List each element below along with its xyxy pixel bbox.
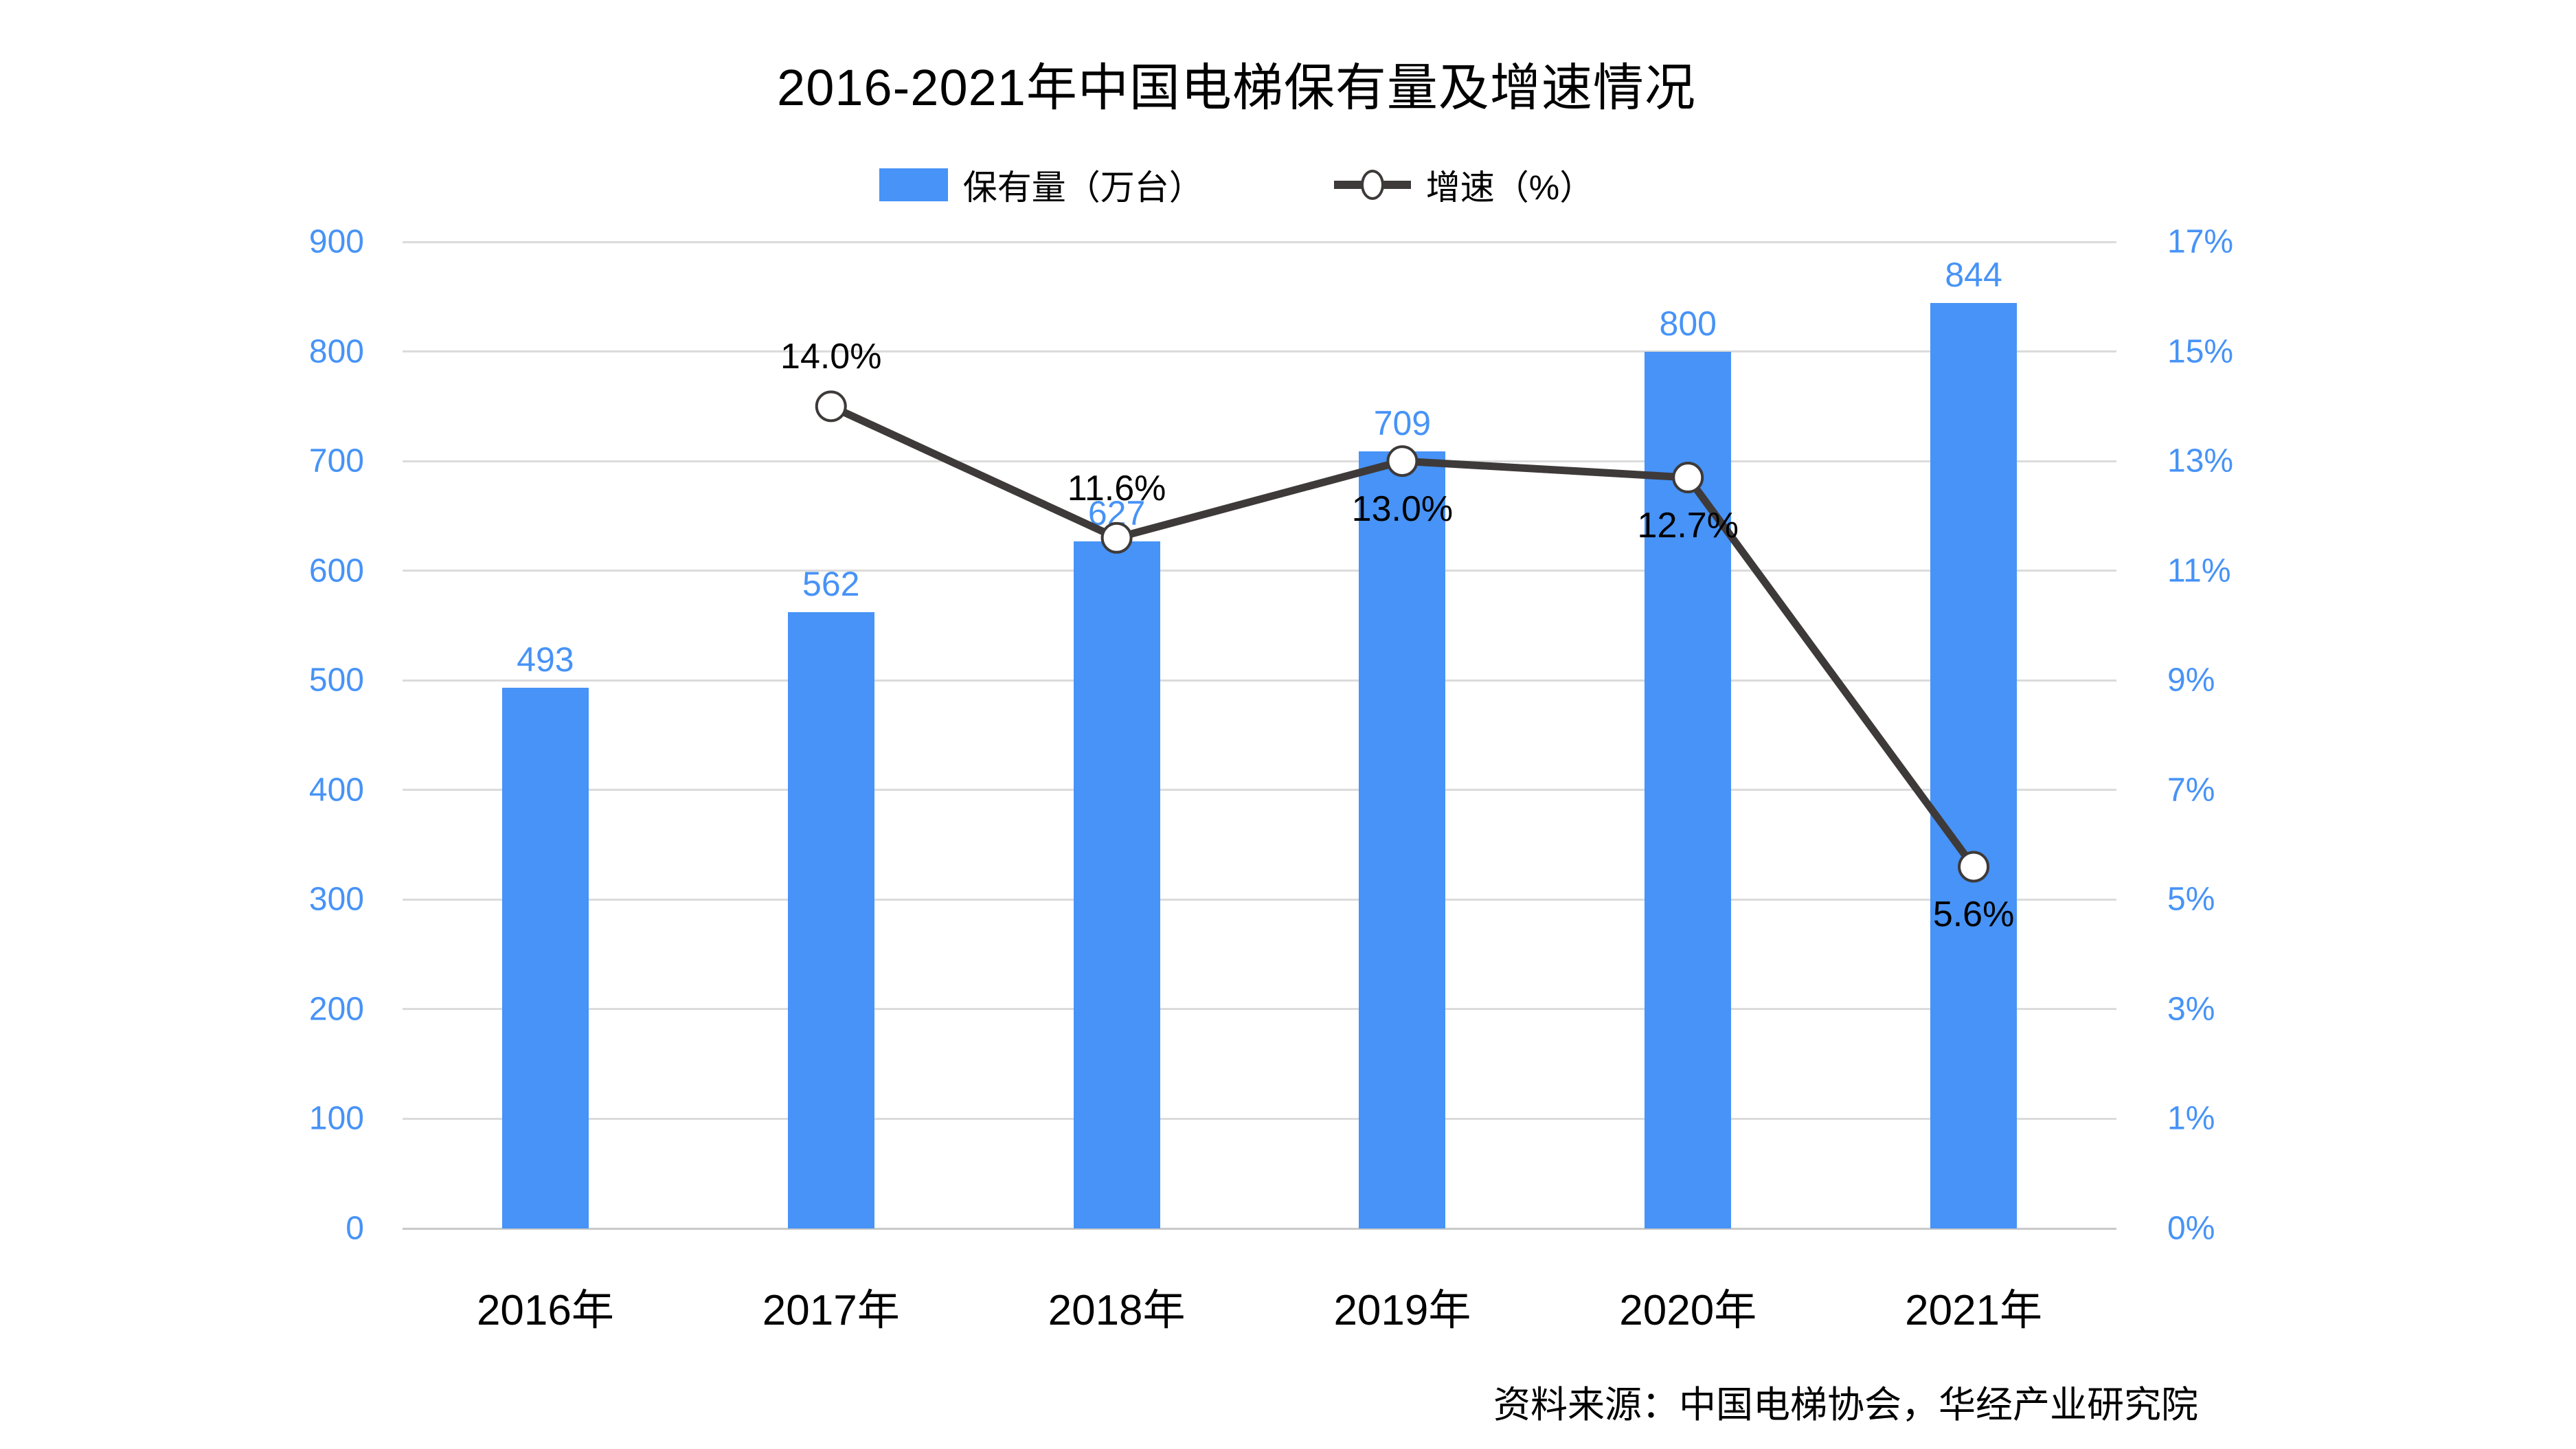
left-axis-tick-400: 400 bbox=[308, 772, 364, 809]
x-axis: 2016年 2017年 2018年 2019年 2020年 2021年 bbox=[403, 1275, 2116, 1337]
bar-2017 bbox=[787, 612, 874, 1228]
gridline-0 bbox=[403, 1227, 2116, 1230]
gridline-100 bbox=[403, 1117, 2116, 1120]
bar-2021 bbox=[1930, 303, 2018, 1228]
right-axis: 0% 1% 3% 5% 7% 9% 11% 13% 15% 17% bbox=[2167, 224, 2552, 1247]
left-axis-tick-200: 200 bbox=[308, 991, 364, 1028]
legend-item-holdings: 保有量（万台） bbox=[879, 160, 1204, 210]
line-point-label-2021: 5.6% bbox=[1932, 895, 2015, 935]
left-axis-tick-900: 900 bbox=[308, 223, 364, 260]
right-axis-tick-13%: 13% bbox=[2167, 442, 2234, 480]
line-marker-2021 bbox=[1958, 851, 1990, 883]
x-axis-label-2017: 2017年 bbox=[762, 1287, 900, 1334]
x-axis-label-2021: 2021年 bbox=[1905, 1287, 2043, 1334]
source-note: 资料来源：中国电梯协会，华经产业研究院 bbox=[1493, 1384, 2198, 1426]
bar-2019 bbox=[1359, 451, 1446, 1228]
right-axis-tick-1%: 1% bbox=[2167, 1100, 2215, 1137]
legend: 保有量（万台） 增速（%） bbox=[343, 161, 2129, 209]
bar-2018 bbox=[1073, 541, 1160, 1228]
right-axis-tick-0%: 0% bbox=[2167, 1210, 2215, 1247]
line-point-label-2017: 14.0% bbox=[780, 337, 882, 377]
chart-title: 2016-2021年中国电梯保有量及增速情况 bbox=[777, 59, 1696, 116]
right-axis-tick-11%: 11% bbox=[2167, 552, 2231, 589]
gridline-500 bbox=[403, 679, 2116, 682]
right-axis-tick-17%: 17% bbox=[2167, 223, 2234, 260]
left-axis-tick-600: 600 bbox=[308, 552, 364, 589]
left-axis-tick-300: 300 bbox=[308, 881, 364, 918]
bar-label-2019: 709 bbox=[1373, 403, 1432, 442]
bar-swatch-icon bbox=[879, 168, 948, 201]
legend-label-growth: 增速（%） bbox=[1425, 168, 1594, 207]
left-axis-tick-500: 500 bbox=[308, 662, 364, 699]
right-axis-tick-5%: 5% bbox=[2167, 881, 2215, 918]
line-point-label-2019: 13.0% bbox=[1351, 489, 1454, 530]
right-axis-tick-3%: 3% bbox=[2167, 991, 2215, 1028]
line-marker-2017 bbox=[815, 390, 847, 423]
bar-label-2017: 562 bbox=[802, 565, 860, 604]
line-point-label-2018: 11.6% bbox=[1067, 468, 1166, 508]
bar-2020 bbox=[1645, 351, 1732, 1228]
x-axis-label-2016: 2016年 bbox=[476, 1287, 614, 1334]
line-marker-2019 bbox=[1386, 445, 1419, 478]
legend-label-holdings: 保有量（万台） bbox=[962, 168, 1204, 207]
line-point-label-2020: 12.7% bbox=[1637, 506, 1739, 546]
gridline-300 bbox=[403, 898, 2116, 901]
gridline-200 bbox=[403, 1008, 2116, 1011]
x-axis-label-2020: 2020年 bbox=[1619, 1287, 1757, 1334]
bar-label-2016: 493 bbox=[517, 640, 574, 679]
x-axis-label-2019: 2019年 bbox=[1333, 1287, 1471, 1334]
legend-item-growth: 增速（%） bbox=[1333, 160, 1594, 210]
growth-line-chart bbox=[815, 390, 1990, 883]
gridline-900 bbox=[403, 240, 2116, 243]
right-axis-tick-7%: 7% bbox=[2167, 772, 2215, 809]
right-axis-tick-15%: 15% bbox=[2167, 333, 2234, 370]
left-axis-tick-100: 100 bbox=[308, 1100, 364, 1137]
x-axis-label-2018: 2018年 bbox=[1048, 1287, 1186, 1334]
bar-label-2021: 844 bbox=[1945, 256, 2002, 295]
legend-circle bbox=[1360, 170, 1384, 200]
left-axis: 0 100 200 300 400 500 600 700 800 900 bbox=[0, 224, 383, 1247]
gridline-800 bbox=[403, 350, 2116, 353]
chart-plot-area: 493 562 627 709 800 844 14.0% 11.6% 13.0% 12.7% 5.… bbox=[403, 240, 2116, 1230]
right-axis-tick-9%: 9% bbox=[2167, 662, 2215, 699]
bar-2016 bbox=[501, 688, 589, 1228]
bar-label-2020: 800 bbox=[1659, 304, 1717, 343]
left-axis-tick-800: 800 bbox=[308, 333, 364, 370]
gridline-400 bbox=[403, 789, 2116, 791]
gridline-700 bbox=[403, 460, 2116, 462]
line-circle-marker-icon bbox=[1333, 166, 1411, 204]
gridline-600 bbox=[403, 570, 2116, 572]
line-marker-2020 bbox=[1672, 462, 1704, 494]
line-marker-2018 bbox=[1100, 521, 1133, 554]
left-axis-tick-700: 700 bbox=[308, 442, 364, 480]
left-axis-tick-0: 0 bbox=[346, 1210, 364, 1247]
